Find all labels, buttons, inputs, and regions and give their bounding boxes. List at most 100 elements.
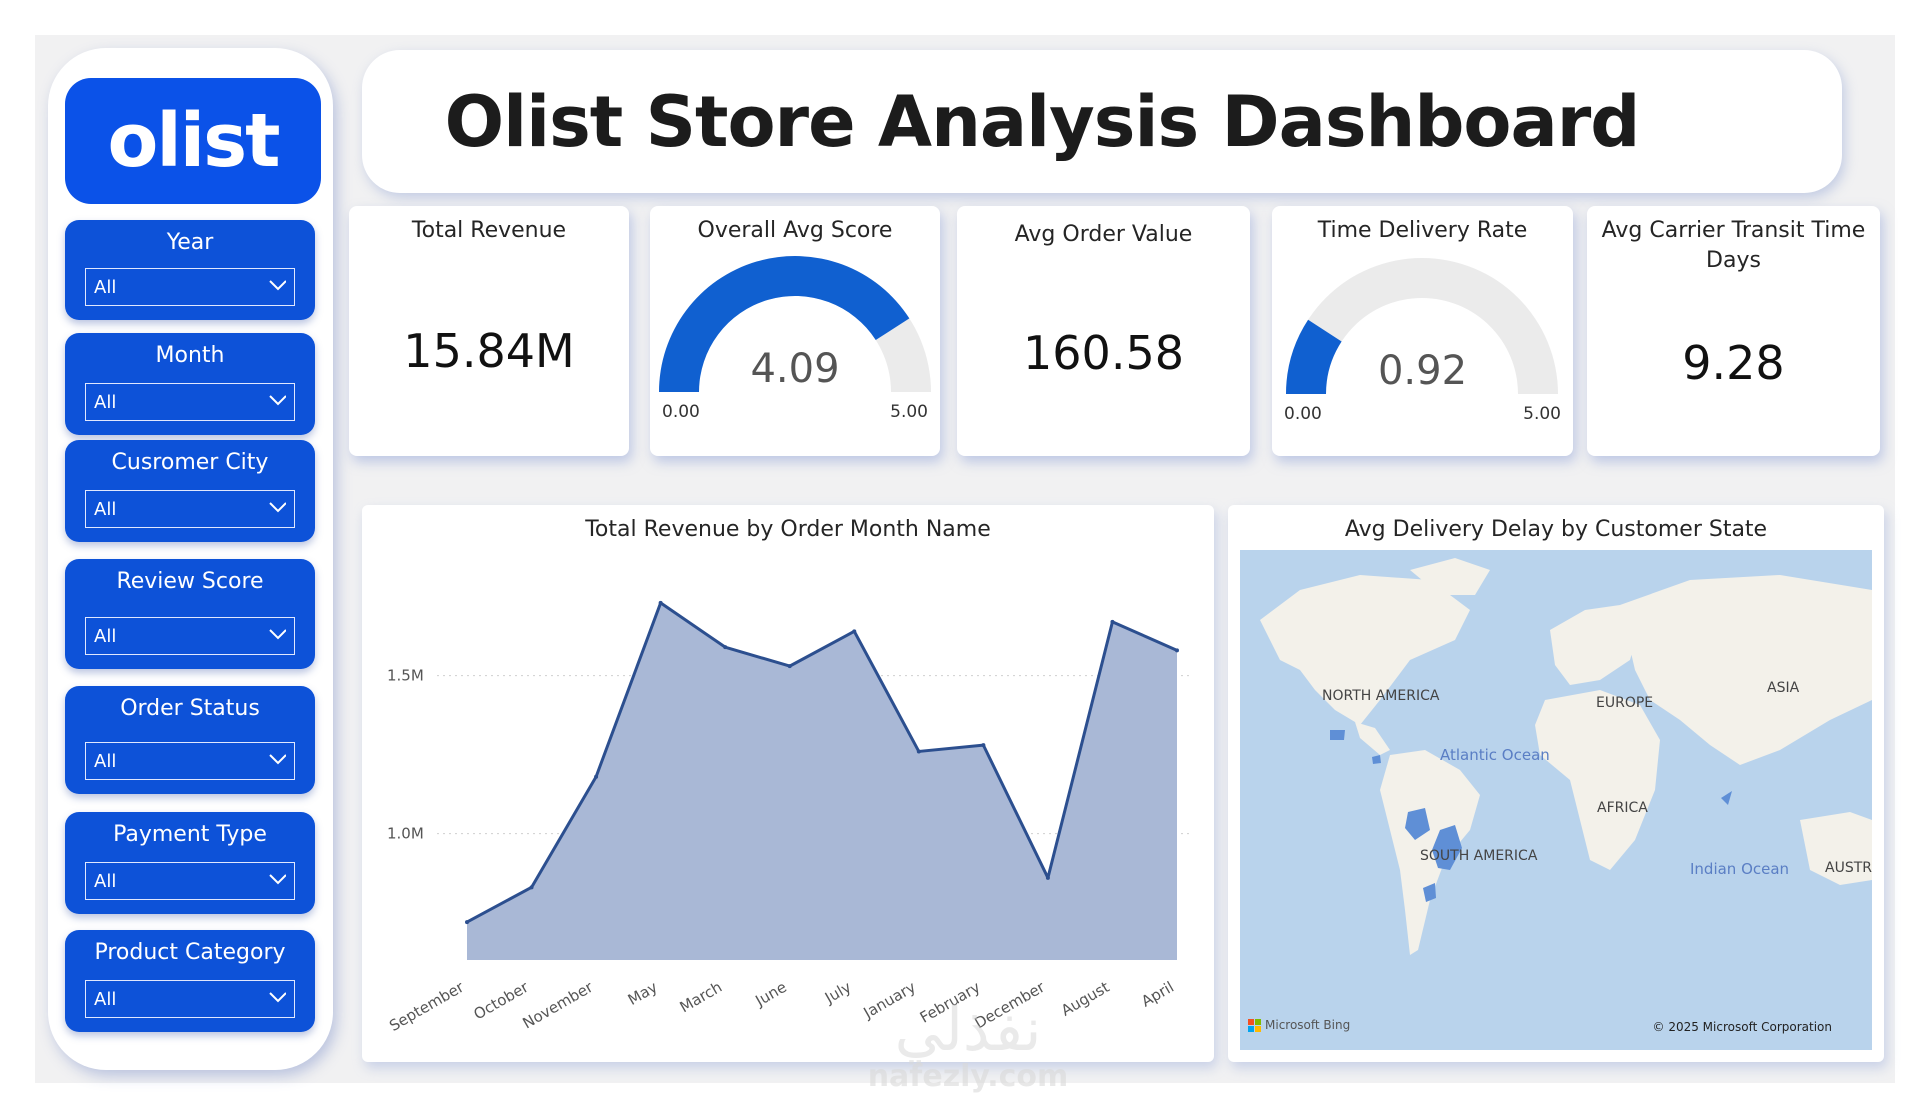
slicer-label: Review Score [116,569,264,594]
kpi-title-line2: Days [1706,248,1761,273]
data-point-june [787,664,792,669]
slicer-label: Cusromer City [111,450,269,475]
data-point-october [529,885,534,890]
australia-land [1800,812,1872,885]
slicer-label: Order Status [120,696,260,721]
world-map[interactable]: NORTH AMERICA EUROPE ASIA AFRICA SOUTH A… [1240,550,1872,1050]
gauge-value: 0.92 [1377,348,1468,394]
olist-logo: olist [65,78,321,204]
chevron-down-icon [269,395,286,406]
europe-land [1550,605,1640,685]
slicer-payment-type: Payment Type All [65,812,315,914]
highlight-state [1721,791,1732,805]
slicer-value: All [94,499,117,520]
kpi-title: Overall Avg Score [697,218,893,243]
slicer-dropdown[interactable]: All [85,617,295,655]
slicer-review-score: Review Score All [65,559,315,669]
slicer-value: All [94,871,117,892]
label-atlantic-ocean: Atlantic Ocean [1440,746,1550,764]
x-tick-label: November [520,977,597,1032]
time-delivery-gauge [1286,258,1558,394]
slicer-year: Year All [65,220,315,320]
gauge-min-label: 0.00 [1284,404,1322,424]
gauge-fill [1286,319,1342,394]
label-north-america: NORTH AMERICA [1322,688,1440,704]
label-africa: AFRICA [1597,800,1648,816]
slicer-product-category: Product Category All [65,930,315,1032]
label-europe: EUROPE [1596,695,1654,711]
revenue-line [466,601,1178,924]
data-point-july [852,629,857,634]
chevron-down-icon [269,874,286,885]
chevron-down-icon [269,992,286,1003]
slicer-value: All [94,626,117,647]
label-indian-ocean: Indian Ocean [1690,860,1790,878]
slicer-value: All [94,751,117,772]
gauge-value: 4.09 [750,346,840,392]
x-tick-label: April [1138,978,1177,1011]
slicer-label: Payment Type [113,822,267,847]
watermark-arabic: نفذلي [894,995,1042,1065]
africa-land [1535,690,1660,870]
north-america-land [1260,575,1470,725]
slicer-value: All [94,392,117,413]
slicer-dropdown[interactable]: All [85,383,295,421]
kpi-title: Time Delivery Rate [1317,218,1528,243]
data-point-may [658,600,663,605]
highlight-state [1405,808,1430,840]
slicer-cusromer-city: Cusromer City All [65,440,315,542]
kpi-value: 160.58 [1023,326,1184,380]
kpi-time-delivery-rate-card[interactable]: Time Delivery Rate 0.92 0.00 5.00 [1272,206,1573,456]
logo-text: olist [107,98,281,184]
gauge-max-label: 5.00 [890,402,928,422]
central-america-land [1355,722,1390,755]
gauge-min-label: 0.00 [662,402,700,422]
slicer-dropdown[interactable]: All [85,268,295,306]
gauge-track [1286,258,1558,394]
title-card: Olist Store Analysis Dashboard [362,50,1842,193]
kpi-avg-transit-card[interactable]: Avg Carrier Transit Time Days 9.28 [1587,206,1880,456]
chevron-down-icon [269,754,286,765]
map-copyright: © 2025 Microsoft Corporation [1652,1020,1832,1034]
x-tick-label: March [677,978,726,1016]
watermark-latin: nafezly.com [867,1059,1069,1094]
data-point-january [916,749,921,754]
slicer-month: Month All [65,333,315,435]
slicer-dropdown[interactable]: All [85,490,295,528]
chevron-down-icon [269,629,286,640]
data-point-november [594,774,599,779]
asia-land [1620,575,1872,765]
kpi-avg-score-card[interactable]: Overall Avg Score 4.09 0.00 5.00 [650,206,940,456]
highlight-state [1330,730,1345,740]
page-title: Olist Store Analysis Dashboard [444,80,1641,163]
highlight-state [1423,883,1436,902]
y-tick-label: 1.0M [387,825,424,843]
south-america-land [1380,750,1480,955]
slicer-dropdown[interactable]: All [85,862,295,900]
bing-attribution: Microsoft Bing [1248,1018,1350,1032]
x-tick-label: May [625,978,661,1009]
slicer-label: Product Category [94,940,286,965]
kpi-total-revenue-card[interactable]: Total Revenue 15.84M [349,206,629,456]
world-map-svg [1260,558,1872,955]
revenue-by-month-panel[interactable]: Total Revenue by Order Month Name 1.0M 1.… [362,505,1214,1062]
slicer-value: All [94,277,117,298]
data-point-september [465,920,469,925]
watermark: نفذلي nafezly.com [858,1000,1078,1094]
slicer-dropdown[interactable]: All [85,742,295,780]
label-asia: ASIA [1767,680,1800,696]
microsoft-logo-icon [1248,1018,1261,1032]
slicer-value: All [94,989,117,1010]
kpi-avg-order-value-card[interactable]: Avg Order Value 160.58 [957,206,1250,456]
chevron-down-icon [269,502,286,513]
kpi-title: Avg Order Value [1014,222,1193,247]
x-tick-label: June [752,978,790,1010]
map-title: Avg Delivery Delay by Customer State [1344,517,1768,542]
x-tick-label: July [821,978,854,1008]
y-tick-label: 1.5M [387,667,424,685]
chart-title: Total Revenue by Order Month Name [585,517,991,542]
x-tick-label: September [386,977,468,1034]
highlight-state [1372,755,1381,764]
kpi-title: Avg Carrier Transit Time Days [1587,216,1880,276]
slicer-dropdown[interactable]: All [85,980,295,1018]
